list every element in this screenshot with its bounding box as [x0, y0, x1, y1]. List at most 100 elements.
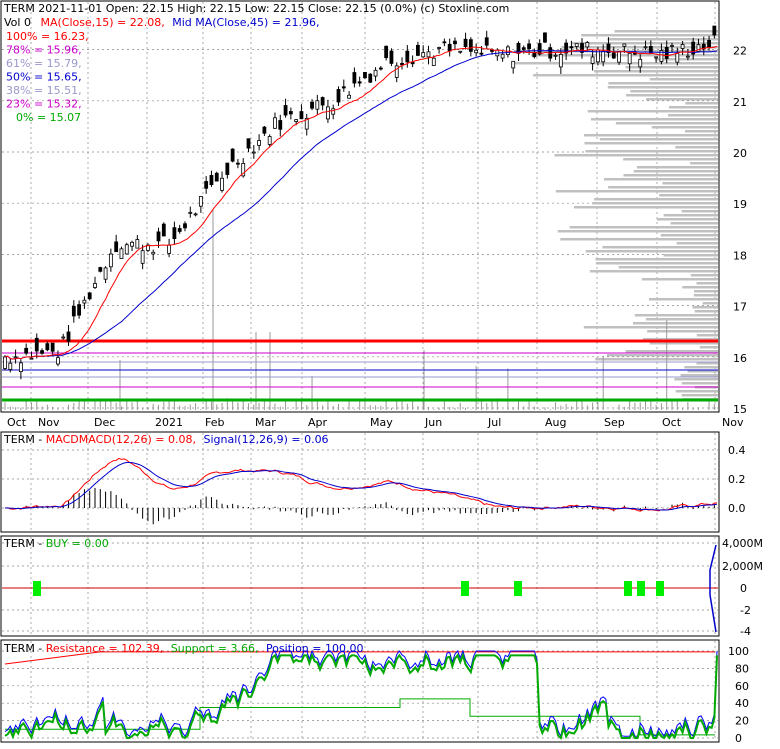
candle-body	[611, 52, 616, 59]
volume-profile-bar	[614, 30, 718, 33]
price-tick-label: 19	[733, 198, 747, 211]
volume-profile-bar	[583, 326, 718, 329]
candle-body	[193, 213, 198, 216]
candle-body	[87, 292, 92, 300]
candle-body	[421, 52, 426, 58]
candle-body	[140, 250, 145, 264]
candle-body	[8, 362, 13, 370]
volume-profile-bar	[589, 270, 718, 273]
volume-profile-bar	[670, 222, 718, 225]
candle-body	[198, 196, 203, 207]
price-header: TERM 2021-11-01 Open: 22.15 High: 22.15 …	[3, 2, 509, 15]
macd-panel-frame	[0, 431, 720, 533]
fib-label: 50% = 15.65,	[6, 71, 82, 84]
volume-profile-bar	[687, 370, 718, 373]
candle-body	[108, 253, 113, 268]
sr-tick-label: 80	[735, 662, 749, 675]
buy-tick-label: -4	[740, 625, 751, 638]
volume-profile-bar	[602, 246, 718, 249]
candle-body	[458, 50, 463, 53]
volume-profile-bar	[642, 338, 718, 341]
candle-body	[691, 41, 696, 55]
candle-body	[29, 357, 34, 360]
candle-body	[384, 45, 389, 59]
candle-body	[172, 227, 177, 239]
candle-body	[601, 50, 606, 63]
candle-body	[13, 356, 18, 359]
x-axis-label: Sep	[604, 416, 625, 429]
candle-body	[590, 56, 595, 64]
volume-profile-bar	[623, 174, 718, 177]
candle-body	[50, 342, 55, 352]
volume-profile-bar	[561, 46, 718, 49]
ma45-label: Mid MA(Close,45) = 21.96,	[172, 16, 319, 29]
candle-body	[262, 126, 267, 134]
candle-body	[447, 43, 452, 52]
volume-profile-bar	[592, 202, 718, 205]
candle-body	[66, 331, 71, 342]
sr-tick-label: 20	[735, 715, 749, 728]
candle-body	[204, 181, 209, 189]
volume-profile-bar	[699, 346, 718, 349]
x-axis-label: Oct	[7, 416, 27, 429]
volume-profile-bar	[595, 358, 718, 361]
candle-body	[479, 52, 484, 55]
volume-profile-bar	[511, 62, 718, 65]
fib-labels: 100% = 16.23,78% = 15.96,61% = 15.79,50%…	[6, 30, 89, 124]
x-axis-label: May	[370, 416, 393, 429]
volume-profile-bar	[682, 286, 718, 289]
volume-profile-bar	[696, 362, 718, 365]
x-axis-label: Feb	[205, 416, 224, 429]
volume-profile-bar	[654, 58, 718, 61]
fib-label: 61% = 15.79,	[6, 57, 82, 70]
candle-body	[437, 47, 441, 49]
volume-profile-bar	[603, 178, 718, 181]
volume-profile-bar	[571, 42, 718, 45]
fib-label: 78% = 15.96,	[6, 44, 82, 57]
volume-profile-bar	[630, 90, 718, 93]
position-line	[4, 649, 718, 738]
candle-body	[167, 244, 172, 254]
candle-body	[627, 52, 632, 65]
candle-body	[45, 343, 50, 351]
volume-profile-bar	[649, 78, 718, 81]
ma45-line	[4, 50, 718, 360]
candle-body	[114, 241, 119, 253]
candle-body	[405, 50, 410, 63]
candle-body	[336, 89, 341, 103]
candle-body	[130, 241, 134, 247]
volume-profile-bar	[646, 98, 718, 101]
candle-body	[696, 44, 701, 52]
volume-profile-bar	[533, 74, 718, 77]
candle-body	[416, 44, 420, 56]
volume-profile-bar	[625, 350, 718, 353]
x-axis-label: 2021	[155, 416, 183, 429]
buy-tick-label: 0	[740, 582, 747, 595]
buy-tick-label: 2,000M	[722, 560, 763, 573]
volume-profile-bar	[680, 374, 718, 377]
candle-body	[373, 69, 378, 77]
volume-profile-bar	[649, 342, 718, 345]
candle-body	[606, 43, 611, 54]
candle-body	[352, 72, 357, 84]
candle-body	[543, 32, 547, 43]
candle-body	[267, 136, 272, 145]
candle-body	[82, 299, 87, 304]
candle-body	[701, 43, 706, 50]
x-axis-label: Dec	[94, 416, 115, 429]
volume-profile-bar	[684, 130, 718, 133]
x-axis-label: Jul	[487, 416, 501, 429]
candle-body	[315, 100, 320, 110]
volume-profile-bar	[684, 366, 718, 369]
candle-body	[341, 86, 346, 89]
buy-marker	[33, 581, 41, 596]
candle-body	[146, 244, 150, 251]
fibonacci-lines	[2, 339, 718, 402]
sr-tick-label: 0	[735, 732, 742, 745]
volume-profile-bar	[693, 294, 718, 297]
candle-body	[580, 43, 584, 53]
volume-profile-bar	[585, 150, 718, 153]
candle-body	[188, 211, 193, 214]
volume-profile-bar	[675, 146, 718, 149]
macd-tick-label: 0.2	[728, 473, 746, 486]
